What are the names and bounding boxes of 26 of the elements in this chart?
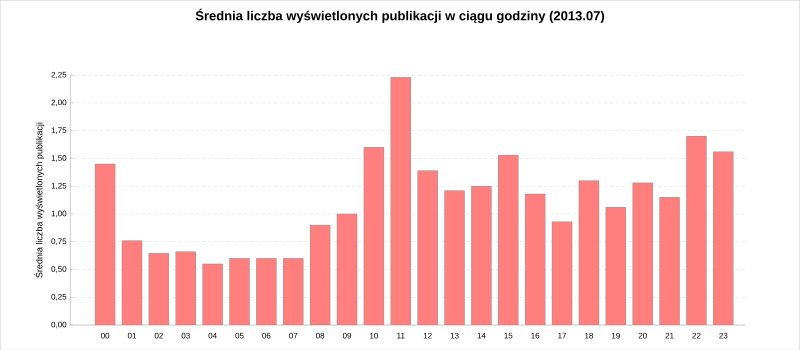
- bar: [202, 264, 223, 325]
- bar: [686, 136, 706, 325]
- bar: [283, 258, 304, 325]
- bar: [471, 186, 492, 325]
- bar: [122, 240, 142, 325]
- bar: [95, 164, 116, 325]
- bar: [148, 253, 169, 325]
- bar: [713, 151, 734, 325]
- bar: [256, 258, 276, 325]
- bar: [337, 214, 358, 325]
- bar: [552, 222, 572, 325]
- bar: [444, 190, 465, 325]
- bar: [578, 180, 599, 325]
- bar: [390, 77, 411, 325]
- bar: [525, 194, 546, 325]
- bar: [606, 207, 626, 325]
- bar: [176, 252, 196, 325]
- chart-title: Średnia liczba wyświetlonych publikacji w ciągu godziny (2013.07): [196, 8, 604, 23]
- bar: [418, 170, 438, 325]
- bar: [632, 182, 653, 325]
- bar: [498, 155, 518, 325]
- bar: [310, 224, 330, 325]
- bar: [364, 147, 384, 325]
- bar: [230, 258, 250, 325]
- bar: [660, 197, 680, 325]
- y-axis-title: Średnia liczba wyświetlonych publikacji: [34, 122, 44, 278]
